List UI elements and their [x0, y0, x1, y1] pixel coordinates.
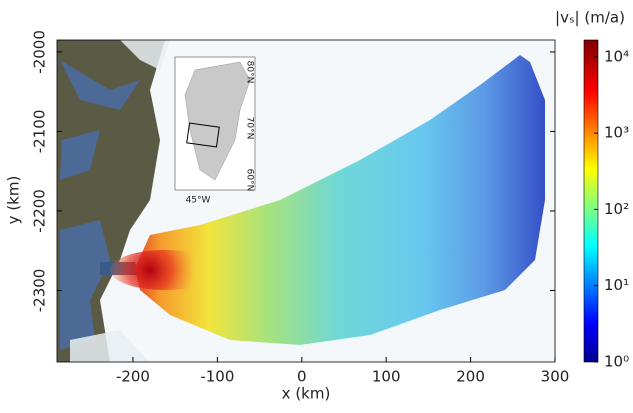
y-tick-label: -2300: [31, 269, 49, 313]
fast-flow: [110, 250, 220, 290]
y-tick-label: -2100: [31, 110, 49, 154]
inset-label: 60°N: [245, 169, 255, 192]
inset-label: 70°N: [245, 117, 255, 140]
x-tick-label: 0: [297, 368, 307, 386]
y-tick-label: -2000: [31, 30, 49, 74]
x-tick-label: 200: [456, 368, 485, 386]
inset-label: 80°N: [245, 61, 255, 84]
x-axis-label: x (km): [282, 385, 331, 403]
x-tick-label: 300: [541, 368, 570, 386]
plot-frame: [56, 39, 556, 363]
y-axis-label: y (km): [5, 176, 23, 225]
x-tick-label: -200: [116, 368, 150, 386]
inset-map: [174, 56, 256, 191]
x-tick-label: -100: [200, 368, 234, 386]
colorbar-tick-label: 10²: [604, 200, 629, 218]
colorbar-title: |vₛ| (m/a): [555, 9, 625, 27]
inset-label: 45°W: [186, 196, 211, 206]
x-tick-label: 100: [372, 368, 401, 386]
colorbar-tick-label: 10¹: [604, 276, 629, 294]
y-tick-label: -2200: [31, 189, 49, 233]
colorbar-tick-label: 10⁰: [604, 353, 629, 371]
colorbar: [583, 39, 599, 363]
colorbar-tick-label: 10⁴: [604, 47, 629, 65]
velocity-field: [135, 55, 545, 345]
colorbar-tick-label: 10³: [604, 124, 629, 142]
